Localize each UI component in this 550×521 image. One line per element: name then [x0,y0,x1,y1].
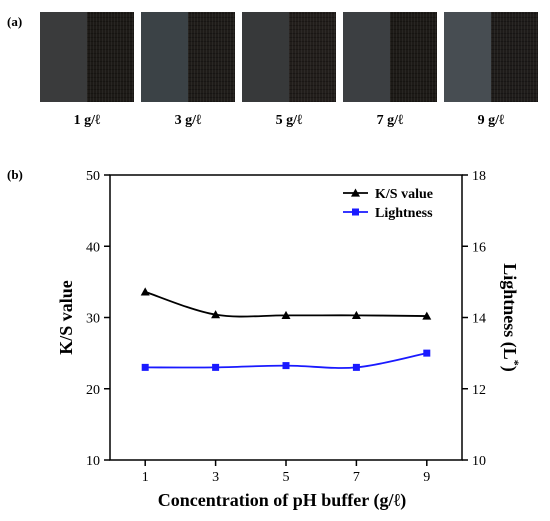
lightness-point [352,363,360,371]
swatch-undyed-area [242,12,289,102]
swatch-label: 1 g/ℓ [73,113,101,128]
k-s-value-point [422,311,432,320]
swatch-label: 3 g/ℓ [174,113,202,128]
k-s-value-point [211,310,221,319]
lightness-point [212,363,220,371]
swatch-label: 9 g/ℓ [477,113,505,128]
swatch-undyed-area [444,12,491,102]
y-axis-right-label-end: ) [499,366,520,372]
swatch-undyed-area [40,12,87,102]
y-axis-right-label-superscript: * [508,360,522,366]
swatch-dyed-area [188,12,235,102]
y-right-tick-label: 10 [472,454,486,469]
y-right-tick-label: 14 [472,312,486,327]
fabric-swatch [343,12,437,102]
legend: K/S value Lightness [343,187,433,221]
k-s-value-point [281,310,291,319]
y-right-tick-label: 16 [472,240,486,255]
legend-lightness-marker [352,208,359,216]
x-axis-label: Concentration of pH buffer (g/ℓ) [158,490,406,511]
y-axis-right-label: Lightness (L*) [499,263,522,372]
series-markers [140,287,432,371]
swatch-dyed-area [390,12,437,102]
axis-ticks: 10 20 30 40 50 10 12 14 16 18 1 3 5 7 9 [86,169,486,485]
y-left-tick-label: 50 [86,169,100,184]
k-s-value-point [140,287,150,296]
y-right-tick-label: 18 [472,169,486,184]
y-left-tick-label: 30 [86,312,100,327]
y-left-tick-label: 10 [86,454,100,469]
fabric-swatch [242,12,336,102]
swatch-undyed-area [141,12,188,102]
y-left-tick-label: 20 [86,383,100,398]
x-tick-label: 3 [212,470,219,485]
y-axis-left-label: K/S value [56,280,76,355]
x-tick-label: 1 [142,470,149,485]
swatch-dyed-area [491,12,538,102]
dual-axis-line-chart: 10 20 30 40 50 10 12 14 16 18 1 3 5 7 9 K/S value Ligh… [56,169,522,511]
x-tick-label: 5 [283,470,290,485]
panel-a-label: (a) [7,14,23,29]
fabric-swatch [444,12,538,102]
y-right-tick-label: 12 [472,383,486,398]
lightness-point [282,362,290,370]
lightness-point [141,363,149,371]
lightness-point [423,349,431,357]
y-axis-right-label-main: Lightness (L [499,263,520,360]
x-tick-label: 7 [353,470,360,485]
swatch-dyed-area [87,12,134,102]
panel-b-label: (b) [7,167,23,182]
legend-lightness-label: Lightness [375,206,433,221]
series-lines [144,290,427,369]
legend-k-s-value-label: K/S value [375,187,433,202]
fabric-swatch [40,12,134,102]
swatch-label: 7 g/ℓ [376,113,404,128]
swatch-dyed-area [289,12,336,102]
fabric-swatch [141,12,235,102]
x-tick-label: 9 [423,470,430,485]
k-s-value-point [351,310,361,319]
legend-k-s-value-marker [351,188,360,197]
swatch-label: 5 g/ℓ [275,113,303,128]
swatch-undyed-area [343,12,390,102]
y-left-tick-label: 40 [86,240,100,255]
